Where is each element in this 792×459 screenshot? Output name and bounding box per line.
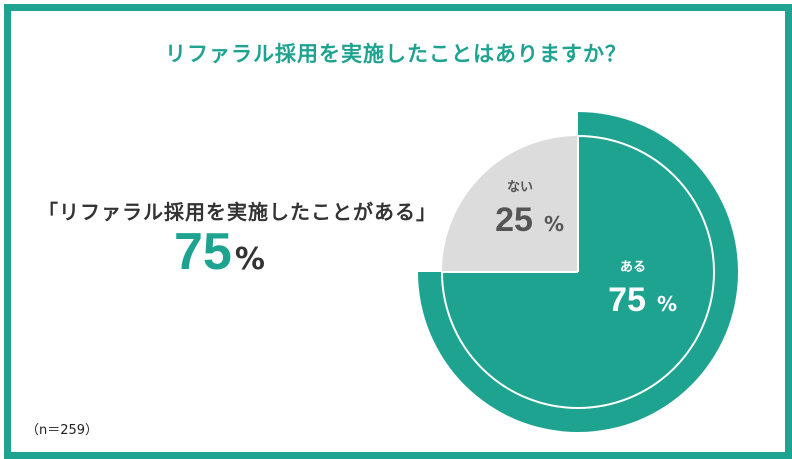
slice-value: 75 (608, 281, 646, 319)
callout-text: 「リファラル採用を実施したことがある」 (38, 200, 437, 224)
slice-unit: % (544, 212, 564, 236)
pie-slice-no (442, 136, 578, 272)
slice-label: ない (507, 180, 533, 195)
pie-inner-ring (441, 135, 715, 409)
callout-value: 75% (174, 222, 265, 282)
slice-label: ある (620, 260, 646, 275)
slice-value: 25 (495, 201, 533, 239)
sample-size-note: （n＝259） (26, 423, 99, 438)
slice-unit: % (657, 292, 677, 316)
callout-number: 75 (174, 223, 232, 281)
callout-unit: % (234, 242, 265, 277)
chart-title: リファラル採用を実施したことはありますか？ (165, 42, 627, 66)
